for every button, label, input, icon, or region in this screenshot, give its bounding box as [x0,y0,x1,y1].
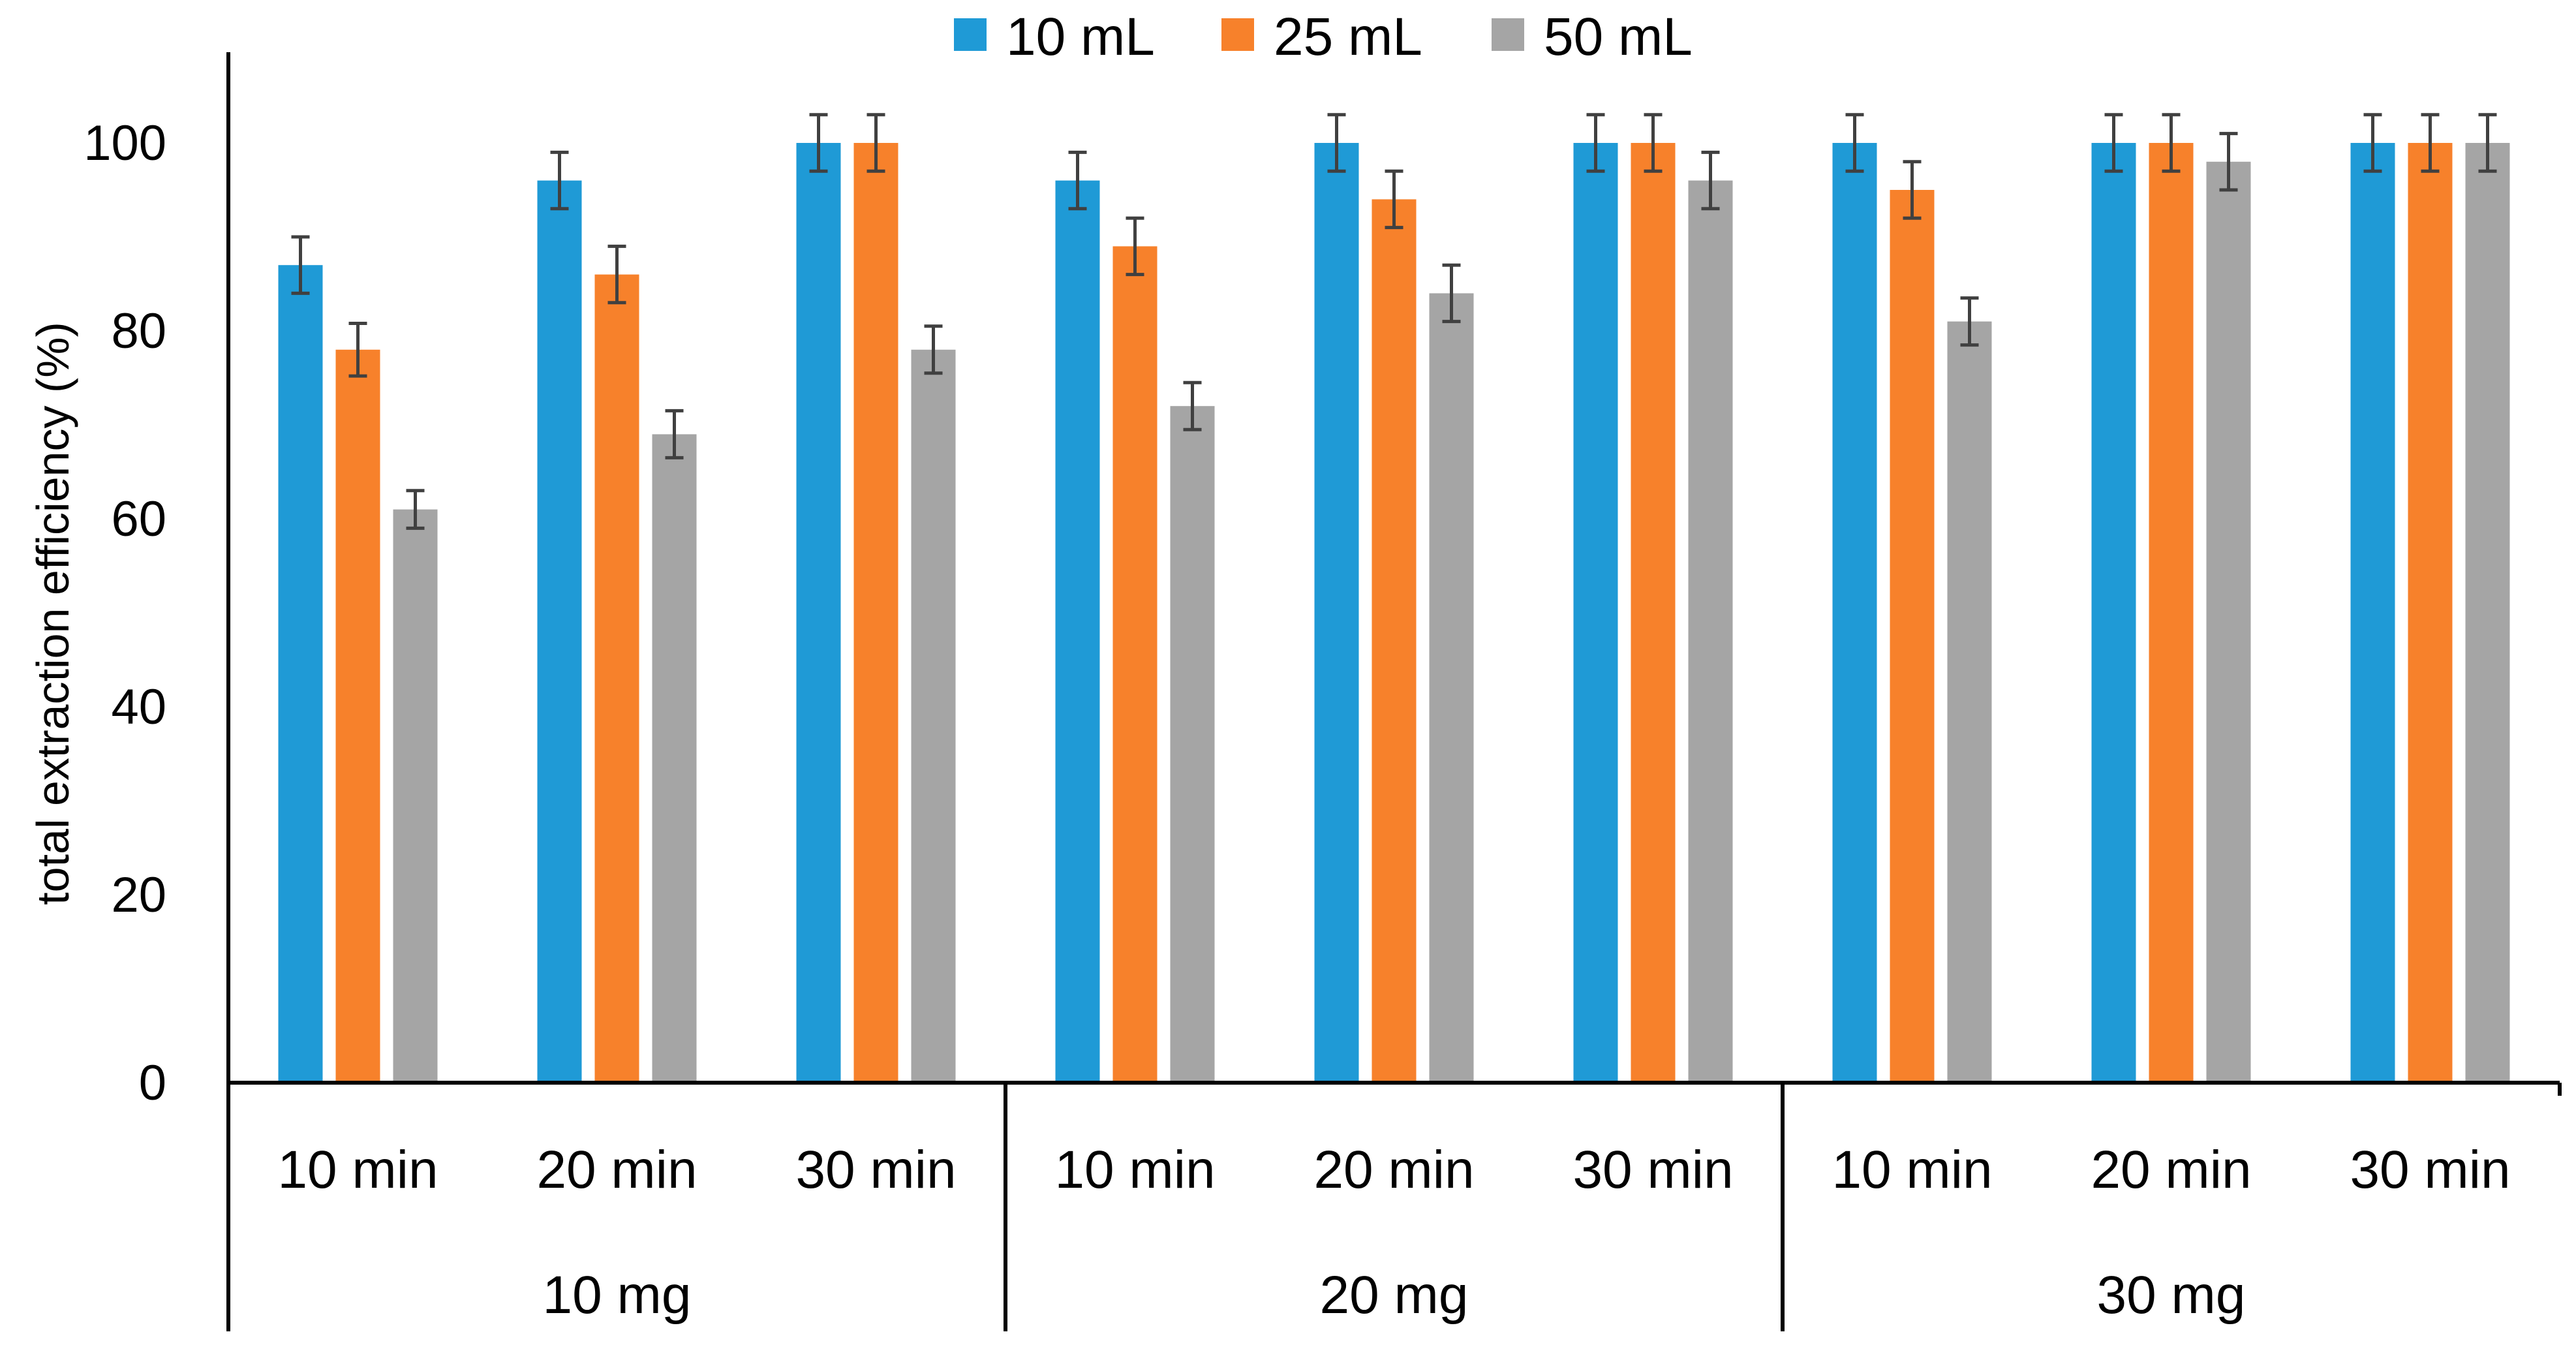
legend: 10 mL 25 mL 50 mL [954,7,1693,67]
bar-50ml [393,509,438,1083]
x-tick-label: 10 min [277,1140,438,1200]
x-tick-label: 30 min [795,1140,956,1200]
x-tick-label: 20 min [1313,1140,1474,1200]
y-axis-label: total extraction efficiency (%) [27,322,78,905]
y-tick-label: 100 [84,116,166,171]
legend-label: 25 mL [1274,7,1422,67]
bar-10ml [1314,143,1359,1083]
y-tick-label: 20 [111,867,166,923]
bar-50ml [1688,180,1733,1083]
bar-10ml [1832,143,1877,1083]
bar-25ml [2149,143,2194,1083]
x-tick-label: 20 min [536,1140,697,1200]
bar-25ml [335,349,380,1083]
bar-25ml [1372,199,1417,1083]
y-tick-label: 0 [139,1055,166,1111]
bar-50ml [2206,161,2251,1083]
bar-10ml [796,143,841,1083]
bar-10ml [2091,143,2136,1083]
legend-swatch [1492,18,1524,51]
bar-10ml [1573,143,1618,1083]
x-tick-label: 10 min [1832,1140,1992,1200]
bar-25ml [1631,143,1676,1083]
bar-50ml [652,434,697,1083]
legend-swatch [954,18,987,51]
legend-label: 50 mL [1544,7,1693,67]
group-label: 30 mg [2097,1265,2246,1325]
y-tick-label: 40 [111,679,166,735]
bar-50ml [911,349,956,1083]
group-label: 20 mg [1320,1265,1469,1325]
y-tick-label: 60 [111,491,166,547]
bar-10ml [2350,143,2395,1083]
bar-50ml [2465,143,2510,1083]
bar-10ml [1055,180,1100,1083]
x-tick-label: 30 min [2350,1140,2510,1200]
group-label: 10 mg [543,1265,692,1325]
bar-50ml [1429,293,1474,1083]
legend-swatch [1221,18,1254,51]
bar-25ml [594,274,639,1083]
bar-50ml [1170,406,1215,1083]
bar-25ml [1890,190,1935,1083]
bar-50ml [1947,321,1992,1083]
bar-10ml [278,265,323,1083]
y-tick-label: 80 [111,303,166,359]
bar-25ml [2408,143,2453,1083]
x-tick-label: 10 min [1054,1140,1215,1200]
bar-25ml [853,143,898,1083]
x-tick-label: 20 min [2091,1140,2251,1200]
x-tick-label: 30 min [1572,1140,1733,1200]
legend-label: 10 mL [1006,7,1155,67]
bar-25ml [1112,246,1158,1083]
bar-10ml [537,180,582,1083]
